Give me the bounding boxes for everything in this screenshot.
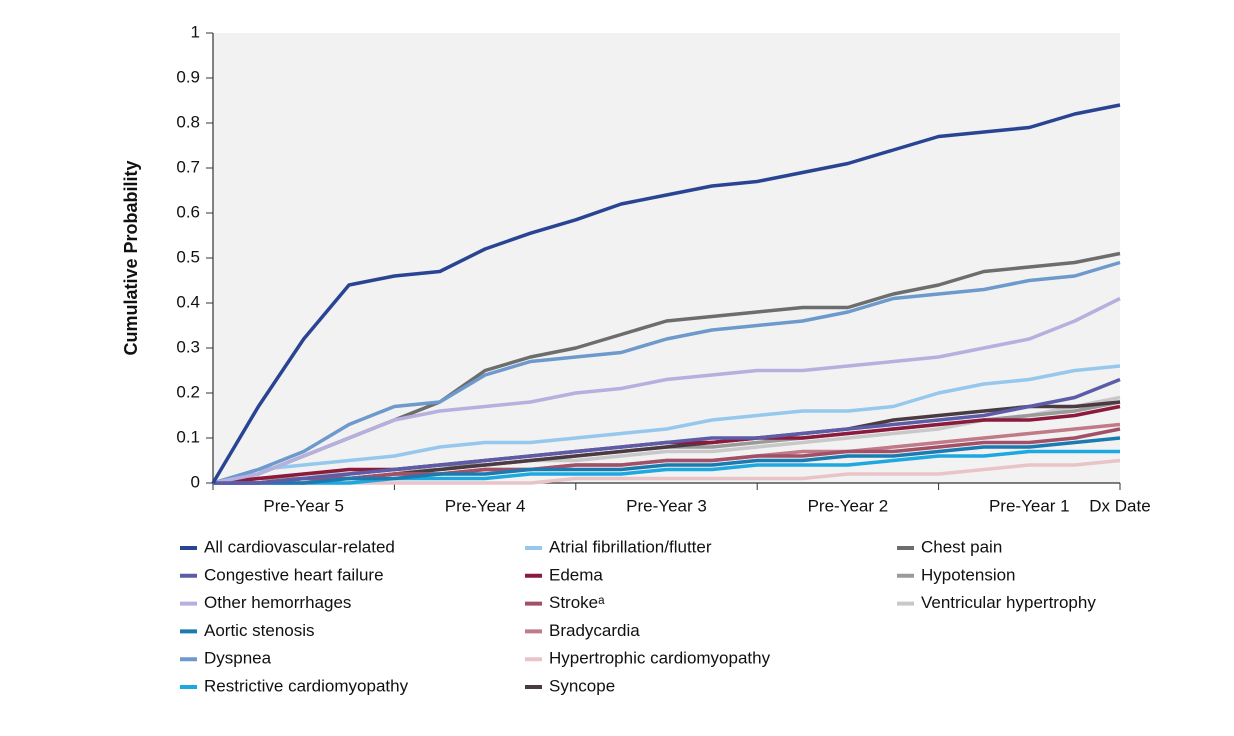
legend-label: Atrial fibrillation/flutter <box>549 537 712 556</box>
legend-label: Restrictive cardiomyopathy <box>204 676 409 695</box>
y-tick-label: 0.4 <box>176 292 200 311</box>
y-tick-label: 0.3 <box>176 337 200 356</box>
legend-label: Aortic stenosis <box>204 621 315 640</box>
x-tick-label: Pre-Year 1 <box>989 496 1070 515</box>
series-line <box>212 364 1121 485</box>
legend-label: Syncope <box>549 676 615 695</box>
series-line <box>212 296 1121 485</box>
legend-label: Dyspnea <box>204 649 272 668</box>
y-tick-label: 1 <box>191 22 200 41</box>
series-line <box>212 260 1121 485</box>
legend-label: All cardiovascular-related <box>204 537 395 556</box>
y-tick-label: 0.1 <box>176 427 200 446</box>
y-tick-label: 0.5 <box>176 247 200 266</box>
legend-label: Bradycardia <box>549 621 640 640</box>
y-tick-label: 0.9 <box>176 67 200 86</box>
legend-label: Other hemorrhages <box>204 593 351 612</box>
legend-label: Congestive heart failure <box>204 565 384 584</box>
legend-label: Ventricular hypertrophy <box>921 593 1096 612</box>
y-tick-label: 0.8 <box>176 112 200 131</box>
legend-label: Chest pain <box>921 537 1002 556</box>
y-tick-label: 0.7 <box>176 157 200 176</box>
series-line <box>213 449 1120 485</box>
plot-area <box>213 33 1120 483</box>
series-line <box>213 377 1121 485</box>
x-tick-label: Pre-Year 5 <box>263 496 344 515</box>
x-tick-label: Pre-Year 2 <box>808 496 889 515</box>
series-line <box>213 436 1121 485</box>
x-tick-label: Pre-Year 3 <box>626 496 707 515</box>
y-tick-label: 0.2 <box>176 382 200 401</box>
y-axis-title: Cumulative Probability <box>121 160 141 355</box>
x-tick-label: Dx Date <box>1089 496 1150 515</box>
y-tick-label: 0 <box>191 472 200 491</box>
series-line <box>211 103 1121 484</box>
x-tick-label: Pre-Year 4 <box>445 496 526 515</box>
legend-label: Hypertrophic cardiomyopathy <box>549 649 771 668</box>
y-tick-label: 0.6 <box>176 202 200 221</box>
legend-label: Strokeᵃ <box>549 593 605 612</box>
legend-label: Hypotension <box>921 565 1016 584</box>
legend-label: Edema <box>549 565 603 584</box>
